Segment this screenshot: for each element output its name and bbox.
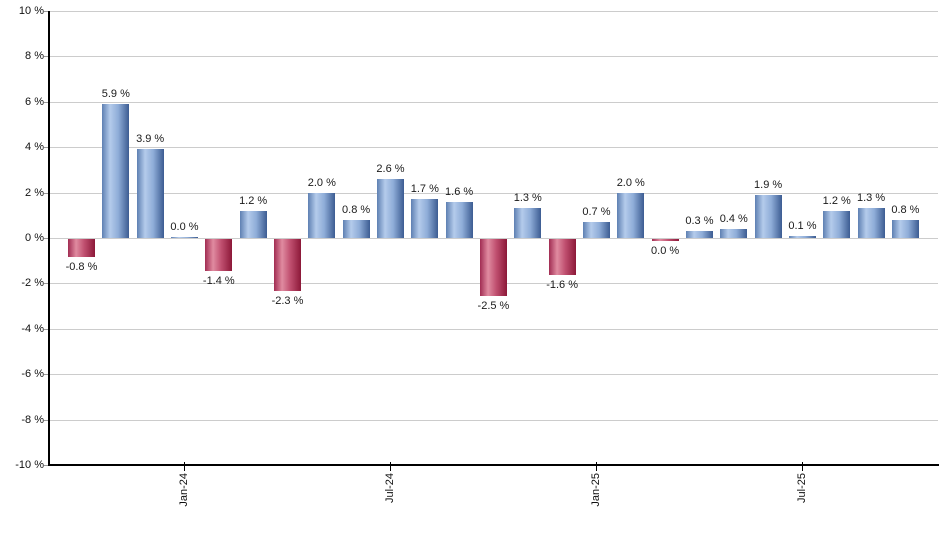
bar-value-label: 0.1 % [788, 219, 817, 232]
bar-aug-25[interactable] [823, 210, 851, 238]
bar-value-label: -0.8 % [65, 261, 98, 274]
y-axis-line [48, 11, 50, 466]
y-axis-label: -6 % [21, 368, 44, 381]
y-axis-label: 8 % [25, 50, 44, 63]
bar-may-24[interactable] [308, 192, 336, 238]
x-axis-tick [596, 462, 598, 471]
bar-oct-25[interactable] [891, 219, 919, 238]
y-axis-tick [44, 328, 49, 330]
x-axis-tick [184, 462, 186, 471]
y-axis-tick [44, 419, 49, 421]
y-axis-tick [44, 283, 49, 285]
gridline [49, 147, 938, 149]
gridline [49, 419, 938, 421]
y-axis-tick [44, 374, 49, 376]
bar-mar-24[interactable] [239, 210, 267, 238]
bar-value-label: 0.8 % [891, 203, 920, 216]
bar-value-label: 0.0 % [651, 244, 680, 257]
bar-dec-24[interactable] [548, 239, 576, 276]
bar-value-label: 1.6 % [445, 185, 474, 198]
bar-jul-24[interactable] [376, 178, 404, 238]
bar-apr-24[interactable] [273, 239, 301, 292]
x-axis-line [48, 464, 939, 466]
x-axis-tick [802, 462, 804, 471]
y-axis-tick [44, 101, 49, 103]
bar-jun-24[interactable] [342, 219, 370, 238]
x-axis-label: Jul-24 [383, 473, 396, 503]
gridline [49, 192, 938, 194]
y-axis-tick [44, 11, 49, 12]
x-axis-label: Jan-24 [177, 473, 190, 507]
bar-jan-24[interactable] [170, 236, 198, 238]
y-axis-label: -10 % [15, 459, 44, 471]
bar-nov-23[interactable] [102, 104, 130, 238]
bar-value-label: -1.6 % [546, 279, 578, 292]
bar-value-label: 1.3 % [513, 192, 542, 205]
bar-value-label: 0.4 % [719, 212, 748, 225]
y-axis-tick [44, 238, 49, 239]
bar-value-label: 2.0 % [616, 176, 645, 189]
bar-nov-24[interactable] [514, 208, 542, 238]
bar-value-label: 3.9 % [136, 133, 165, 146]
y-axis-label: 4 % [25, 141, 44, 154]
gridline [49, 56, 938, 58]
y-axis-tick [44, 192, 49, 194]
y-axis-label: 6 % [25, 95, 44, 108]
bar-value-label: 1.2 % [822, 194, 851, 207]
bar-value-label: 0.0 % [170, 220, 199, 233]
bar-jan-25[interactable] [582, 222, 610, 238]
y-axis-tick [44, 56, 49, 58]
bar-value-label: 1.2 % [239, 194, 268, 207]
bar-sep-25[interactable] [857, 208, 885, 238]
y-axis-label: -8 % [21, 413, 44, 426]
y-axis-label: 10 % [18, 5, 44, 17]
x-axis-label: Jan-25 [589, 473, 602, 507]
y-axis-tick [44, 465, 49, 466]
x-axis-tick [390, 462, 392, 471]
bar-value-label: 0.7 % [582, 206, 611, 219]
y-axis-label: -2 % [21, 277, 44, 290]
bar-aug-24[interactable] [411, 199, 439, 238]
gridline [49, 374, 938, 376]
bar-mar-25[interactable] [651, 239, 679, 241]
bar-may-25[interactable] [720, 228, 748, 238]
y-axis-label: -4 % [21, 322, 44, 335]
gridline [49, 328, 938, 330]
bar-value-label: 2.6 % [376, 162, 405, 175]
bar-jun-25[interactable] [754, 194, 782, 238]
bar-sep-24[interactable] [445, 201, 473, 238]
bar-feb-24[interactable] [205, 239, 233, 271]
bar-value-label: -2.5 % [477, 299, 510, 312]
bar-feb-25[interactable] [617, 192, 645, 238]
bar-value-label: 2.0 % [307, 176, 336, 189]
bar-value-label: -1.4 % [202, 274, 235, 287]
bar-value-label: -2.3 % [271, 295, 304, 308]
x-axis-label: Jul-25 [795, 473, 808, 503]
bar-value-label: 1.9 % [754, 178, 783, 191]
bar-value-label: 5.9 % [101, 88, 130, 101]
gridline [49, 11, 938, 12]
bar-value-label: 0.8 % [342, 203, 371, 216]
y-axis-label: 2 % [25, 186, 44, 199]
bar-oct-23[interactable] [68, 239, 95, 258]
y-axis-tick [44, 147, 49, 149]
bar-apr-25[interactable] [685, 231, 713, 238]
bar-value-label: 1.3 % [857, 192, 886, 205]
bar-value-label: 0.3 % [685, 215, 714, 228]
y-axis-label: 0 % [25, 232, 44, 244]
bar-value-label: 1.7 % [410, 183, 439, 196]
bar-oct-24[interactable] [479, 239, 507, 296]
bar-jul-25[interactable] [788, 235, 816, 238]
gridline [49, 101, 938, 103]
bar-dec-23[interactable] [136, 149, 164, 238]
gridline [49, 238, 938, 239]
